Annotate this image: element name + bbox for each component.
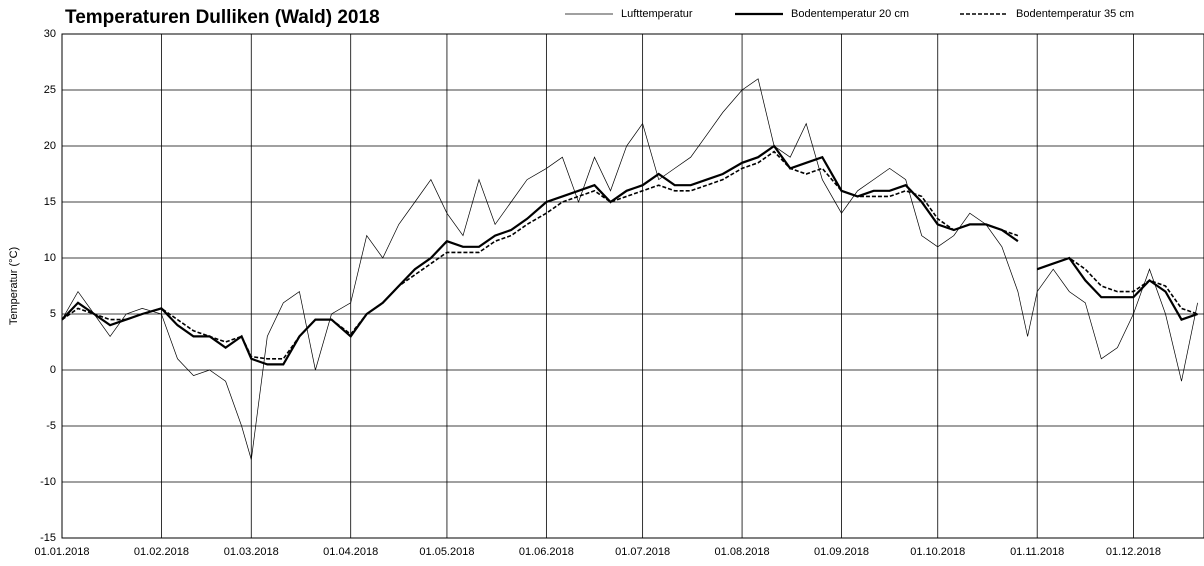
y-tick-label: -15 [40,532,56,544]
x-tick-label: 01.09.2018 [814,546,869,558]
y-axis-label: Temperatur (°C) [8,247,20,325]
x-tick-label: 01.01.2018 [34,546,89,558]
chart-title: Temperaturen Dulliken (Wald) 2018 [65,7,380,28]
x-tick-label: 01.02.2018 [134,546,189,558]
legend-label: Lufttemperatur [621,8,693,20]
y-tick-label: 20 [44,140,56,152]
x-tick-label: 01.10.2018 [910,546,965,558]
x-tick-label: 01.07.2018 [615,546,670,558]
x-tick-label: 01.06.2018 [519,546,574,558]
series-line [61,144,1198,366]
y-tick-label: 15 [44,196,56,208]
y-tick-label: -10 [40,476,56,488]
x-tick-label: 01.04.2018 [323,546,378,558]
y-tick-label: 5 [50,308,56,320]
series-line [61,150,1198,360]
y-tick-label: 10 [44,252,56,264]
y-tick-label: -5 [46,420,56,432]
x-tick-label: 01.12.2018 [1106,546,1161,558]
series-line [61,78,1198,460]
legend-label: Bodentemperatur 35 cm [1016,8,1134,20]
y-tick-label: 0 [50,364,56,376]
legend-label: Bodentemperatur 20 cm [791,8,909,20]
plot-border [61,33,1204,539]
y-tick-label: 25 [44,84,56,96]
x-tick-label: 01.11.2018 [1010,546,1064,558]
x-tick-label: 01.03.2018 [224,546,279,558]
x-tick-label: 01.05.2018 [419,546,474,558]
x-tick-label: 01.08.2018 [715,546,770,558]
y-tick-label: 30 [44,28,56,40]
